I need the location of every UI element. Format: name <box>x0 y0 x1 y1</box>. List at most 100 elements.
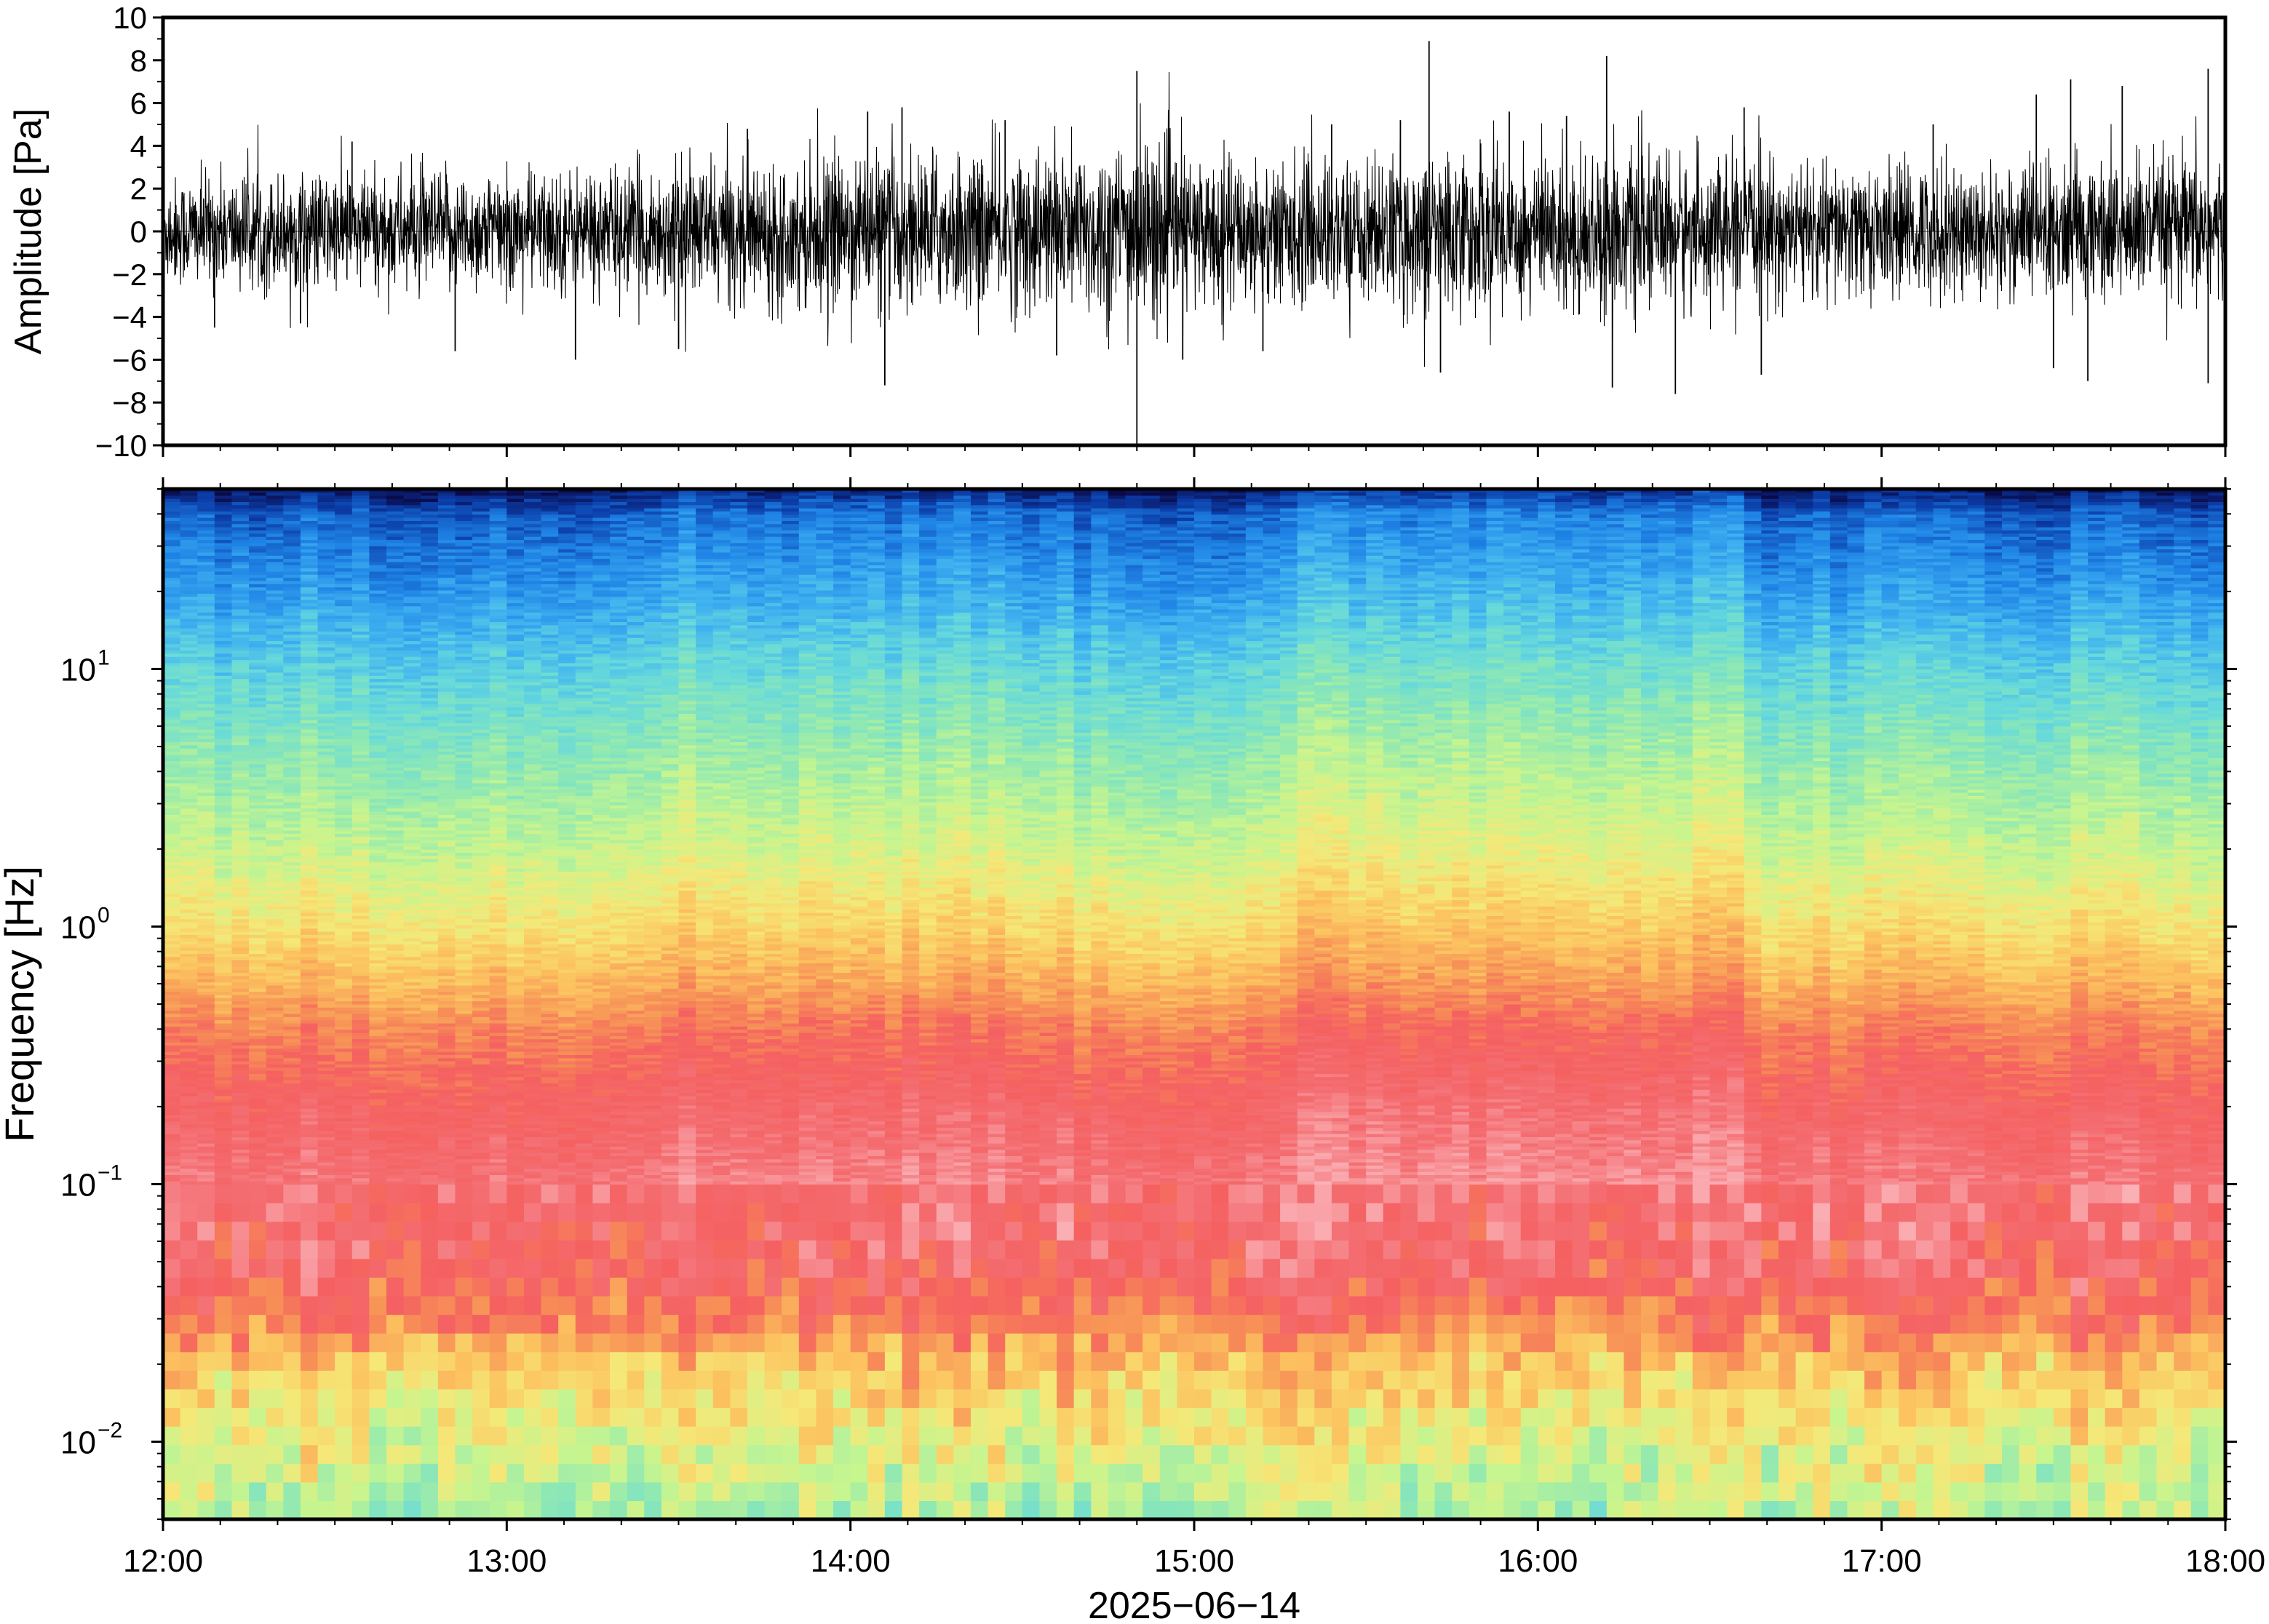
spectrogram-cell <box>249 1184 266 1203</box>
spectrogram-cell <box>438 1086 456 1090</box>
spectrogram-cell <box>352 818 370 821</box>
spectrogram-cell <box>386 972 404 976</box>
spectrogram-cell <box>369 760 386 764</box>
spectrogram-cell <box>231 969 249 973</box>
spectrogram-cell <box>318 988 335 992</box>
spectrogram-cell <box>352 704 370 707</box>
spectrogram-cell <box>506 1112 524 1115</box>
spectrogram-cell <box>386 1169 404 1172</box>
spectrogram-cell <box>180 786 198 789</box>
spectrogram-cell <box>438 1153 456 1156</box>
spectrogram-cell <box>421 562 438 565</box>
spectrogram-cell <box>455 675 472 679</box>
spectrogram-cell <box>455 555 472 559</box>
spectrogram-cell <box>455 985 472 989</box>
spectrogram-cell <box>318 856 335 859</box>
spectrogram-cell <box>335 1035 352 1039</box>
spectrogram-cell <box>249 1222 266 1241</box>
spectrogram-cell <box>215 789 232 793</box>
spectrogram-cell <box>438 1092 456 1096</box>
spectrogram-cell <box>215 1032 232 1036</box>
spectrogram-cell <box>490 1445 507 1464</box>
spectrogram-cell <box>490 1370 507 1389</box>
spectrogram-cell <box>421 501 438 505</box>
spectrogram-cell <box>472 675 490 679</box>
spectrogram-cell <box>301 1482 318 1501</box>
spectrogram-cell <box>318 1296 335 1315</box>
spectrogram-cell <box>404 597 421 600</box>
spectrogram-cell <box>352 1011 370 1014</box>
spectrogram-cell <box>506 976 524 979</box>
spectrogram-cell <box>163 1169 180 1172</box>
spectrogram-cell <box>472 944 490 947</box>
spectrogram-cell <box>266 915 284 919</box>
spectrogram-cell <box>472 1174 490 1178</box>
spectrogram-cell <box>386 1073 404 1077</box>
spectrogram-cell <box>180 514 198 518</box>
spectrogram-cell <box>301 584 318 587</box>
spectrogram-cell <box>455 1030 472 1033</box>
spectrogram-cell <box>180 931 198 935</box>
spectrogram-cell <box>404 717 421 720</box>
spectrogram-cell <box>283 536 301 540</box>
spectrogram-cell <box>301 669 318 673</box>
spectrogram-cell <box>301 840 318 843</box>
spectrogram-cell <box>231 616 249 619</box>
amplitude-tick-label: −10 <box>95 429 147 463</box>
spectrogram-cell <box>215 972 232 976</box>
spectrogram-cell <box>421 780 438 784</box>
spectrogram-cell <box>369 755 386 758</box>
spectrogram-cell <box>231 713 249 717</box>
spectrogram-cell <box>197 536 215 540</box>
spectrogram-cell <box>472 1296 490 1315</box>
spectrogram-cell <box>369 574 386 578</box>
spectrogram-cell <box>352 1026 370 1030</box>
spectrogram-cell <box>249 1203 266 1222</box>
spectrogram-cell <box>352 578 370 581</box>
amplitude-tick-label: 4 <box>130 129 147 163</box>
spectrogram-cell <box>421 760 438 764</box>
spectrogram-cell <box>404 1001 421 1005</box>
spectrogram-cell <box>421 783 438 787</box>
spectrogram-cell <box>215 1165 232 1169</box>
spectrogram-cell <box>266 675 284 679</box>
spectrogram-cell <box>231 896 249 900</box>
spectrogram-cell <box>266 805 284 808</box>
spectrogram-cell <box>421 896 438 900</box>
spectrogram-cell <box>490 600 507 603</box>
spectrogram-cell <box>404 745 421 749</box>
spectrogram-cell <box>197 1026 215 1030</box>
spectrogram-cell <box>318 814 335 818</box>
spectrogram-cell <box>455 979 472 982</box>
spectrogram-cell <box>421 1155 438 1159</box>
spectrogram-cell <box>301 783 318 787</box>
spectrogram-cell <box>335 729 352 733</box>
spectrogram-cell <box>197 875 215 878</box>
spectrogram-cell <box>335 865 352 869</box>
spectrogram-cell <box>404 805 421 808</box>
spectrogram-cell <box>421 1131 438 1134</box>
spectrogram-cell <box>472 771 490 774</box>
spectrogram-cell <box>455 1011 472 1014</box>
spectrogram-cell <box>369 726 386 730</box>
spectrogram-cell <box>386 514 404 518</box>
spectrogram-cell <box>215 843 232 846</box>
spectrogram-cell <box>472 574 490 578</box>
spectrogram-cell <box>283 590 301 594</box>
spectrogram-cell <box>249 915 266 919</box>
spectrogram-cell <box>231 919 249 923</box>
spectrogram-cell <box>283 1023 301 1027</box>
spectrogram-cell <box>386 698 404 701</box>
spectrogram-cell <box>318 527 335 530</box>
spectrogram-cell <box>318 922 335 926</box>
spectrogram-cell <box>197 840 215 843</box>
spectrogram-cell <box>266 1096 284 1099</box>
spectrogram-cell <box>318 1277 335 1296</box>
spectrogram-cell <box>215 884 232 888</box>
spectrogram-cell <box>197 1143 215 1147</box>
spectrogram-cell <box>301 771 318 774</box>
spectrogram-cell <box>197 559 215 562</box>
spectrogram-cell <box>404 552 421 556</box>
spectrogram-cell <box>490 900 507 904</box>
spectrogram-cell <box>249 1352 266 1371</box>
